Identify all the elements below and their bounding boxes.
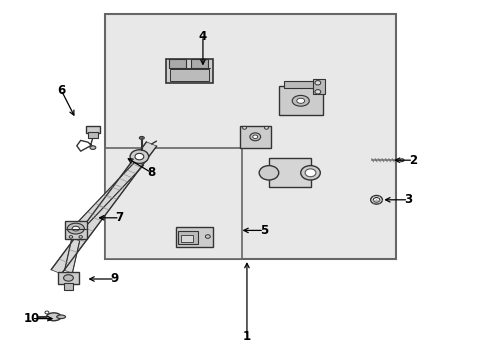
Ellipse shape <box>72 226 79 231</box>
Bar <box>268 158 310 187</box>
Bar <box>239 126 271 148</box>
Ellipse shape <box>57 315 65 319</box>
Text: 7: 7 <box>116 211 123 224</box>
Text: 9: 9 <box>111 273 119 285</box>
Bar <box>168 59 185 68</box>
Ellipse shape <box>305 169 315 177</box>
Text: 2: 2 <box>408 154 416 167</box>
Polygon shape <box>51 142 157 274</box>
Bar <box>63 283 73 290</box>
Ellipse shape <box>314 81 320 85</box>
Bar <box>190 59 207 68</box>
Bar <box>181 235 193 242</box>
Bar <box>88 132 98 138</box>
Ellipse shape <box>399 159 403 162</box>
Ellipse shape <box>296 98 304 103</box>
Ellipse shape <box>45 311 49 314</box>
Ellipse shape <box>242 126 246 129</box>
Ellipse shape <box>141 137 142 139</box>
Bar <box>85 126 100 133</box>
Ellipse shape <box>90 146 96 149</box>
Bar <box>58 272 79 284</box>
Text: 3: 3 <box>404 193 411 206</box>
Bar <box>105 148 242 259</box>
Text: 1: 1 <box>243 330 250 343</box>
Ellipse shape <box>300 166 320 180</box>
Ellipse shape <box>314 90 320 94</box>
Ellipse shape <box>139 136 144 139</box>
Bar <box>170 69 209 81</box>
Ellipse shape <box>252 135 257 139</box>
Bar <box>176 227 212 247</box>
Text: 6: 6 <box>57 84 65 96</box>
Bar <box>105 14 395 259</box>
Ellipse shape <box>46 313 61 321</box>
Text: 5: 5 <box>260 224 267 237</box>
Ellipse shape <box>69 236 72 238</box>
Bar <box>278 86 322 115</box>
Text: 8: 8 <box>147 166 155 179</box>
Ellipse shape <box>249 133 260 141</box>
Bar <box>65 221 86 239</box>
Ellipse shape <box>370 195 382 204</box>
Ellipse shape <box>259 166 278 180</box>
Bar <box>312 79 325 94</box>
Bar <box>178 231 198 244</box>
Ellipse shape <box>79 236 82 238</box>
Ellipse shape <box>130 150 148 163</box>
Ellipse shape <box>291 95 308 106</box>
Text: 4: 4 <box>199 30 206 42</box>
Ellipse shape <box>63 275 73 281</box>
Bar <box>166 59 212 83</box>
Polygon shape <box>71 162 143 232</box>
Bar <box>283 81 317 88</box>
Text: 10: 10 <box>23 312 40 325</box>
Ellipse shape <box>264 126 268 129</box>
Ellipse shape <box>67 223 84 234</box>
Ellipse shape <box>135 153 143 160</box>
Ellipse shape <box>205 235 210 238</box>
Ellipse shape <box>373 197 379 202</box>
Polygon shape <box>64 238 80 273</box>
